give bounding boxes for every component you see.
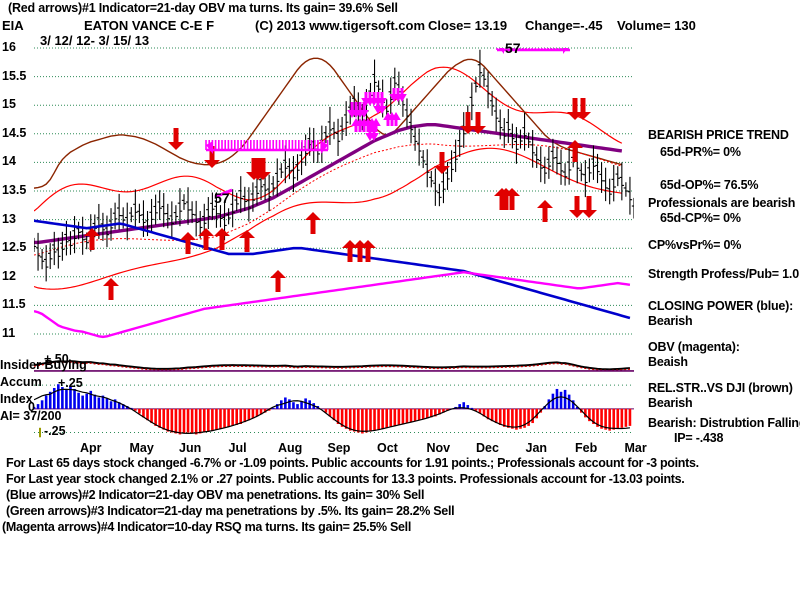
- month-label: Feb: [575, 441, 598, 455]
- chart-gridlines: [34, 47, 634, 438]
- insider-buying-label: Insider Buying: [0, 358, 87, 372]
- analysis-side-panel: BEARISH PRICE TREND 65d-PR%= 0% 65d-OP%=…: [630, 0, 800, 600]
- month-label: Aug: [278, 441, 303, 455]
- indicator-axis-tick: -.25: [44, 423, 66, 438]
- price-axis-tick: 12.5: [2, 240, 27, 255]
- indicator-axis-tick: +.50: [44, 352, 69, 367]
- accum-label: Accum: [0, 375, 42, 389]
- footer-line-lastyear: For Last year stock changed 2.1% or .27 …: [6, 472, 685, 486]
- footer-line-65days: For Last 65 days stock changed -6.7% or …: [6, 456, 699, 470]
- price-axis-tick: 12: [2, 268, 16, 283]
- month-label: Sep: [327, 441, 351, 455]
- month-label: Oct: [377, 441, 398, 455]
- ai-value-label: AI= 37/200: [0, 409, 62, 423]
- op-percent: 65d-OP%= 76.5%: [660, 178, 759, 192]
- ticker-symbol: EIA: [2, 18, 24, 33]
- close-value: Close= 13.19: [428, 18, 508, 33]
- copyright-notice: (C) 2013 www.tigersoft.com: [255, 18, 425, 33]
- obv-value: Beaish: [648, 355, 688, 369]
- cp-vs-pr: CP%vsPr%= 0%: [648, 238, 742, 252]
- company-name: EATON VANCE C-E F: [84, 18, 215, 33]
- relstr-value: Bearish: [648, 396, 693, 410]
- indicator-axis-tick: +.25: [58, 376, 83, 391]
- price-axis-tick: 14: [2, 154, 16, 169]
- accumulation-index-layer: [34, 360, 634, 435]
- month-label: Dec: [476, 441, 499, 455]
- change-value: Change=-.45: [525, 18, 603, 33]
- strength-profess-pub: Strength Profess/Pub= 1.0: [648, 267, 799, 281]
- relstr-title: REL.STR..VS DJI (brown): [648, 381, 793, 395]
- ip-value: IP= -.438: [674, 431, 724, 445]
- month-label: Mar: [624, 441, 647, 455]
- indicator-1-header: (Red arrows)#1 Indicator=21-day OBV ma t…: [8, 1, 398, 15]
- annotation-57-right: 57: [505, 40, 521, 56]
- annotation-57-left: 57: [214, 190, 230, 206]
- footer-indicator-4: (Magenta arrows)#4 Indicator=10-day RSQ …: [2, 520, 412, 534]
- bearish-price-trend-title: BEARISH PRICE TREND: [648, 128, 789, 142]
- signal-arrows-layer: [84, 48, 597, 300]
- obv-title: OBV (magenta):: [648, 340, 740, 354]
- price-axis-tick: 11.5: [2, 297, 26, 312]
- footer-indicator-2: (Blue arrows)#2 Indicator=21-day OBV ma …: [6, 488, 425, 502]
- month-label: Nov: [426, 441, 451, 455]
- month-label: Jun: [179, 441, 202, 455]
- volume-value: Volume= 130: [617, 18, 696, 33]
- price-series-layer: [34, 49, 634, 339]
- professionals-bearish-text: Professionals are bearish: [648, 196, 796, 210]
- bearish-distribution-text: Bearish: Distrubtion Falling: [648, 416, 800, 430]
- month-label: May: [129, 441, 154, 455]
- price-axis-tick: 16: [2, 40, 16, 54]
- month-label: Jul: [228, 441, 247, 455]
- month-label: Apr: [80, 441, 102, 455]
- indicator-axis-tick: 0: [28, 399, 35, 414]
- index-label: Index: [0, 392, 33, 406]
- price-axis-tick: 15: [2, 97, 16, 112]
- month-label: Jan: [525, 441, 548, 455]
- closing-power-value: Bearish: [648, 314, 693, 328]
- price-axis-tick: 15.5: [2, 68, 27, 83]
- cp-percent: 65d-CP%= 0%: [660, 211, 741, 225]
- footer-indicator-3: (Green arrows)#3 Indicator=21-day ma pen…: [6, 504, 455, 518]
- price-axis-tick: 14.5: [2, 125, 27, 140]
- date-range: 3/ 12/ 12- 3/ 15/ 13: [40, 33, 150, 48]
- pr-percent: 65d-PR%= 0%: [660, 145, 741, 159]
- closing-power-title: CLOSING POWER (blue):: [648, 299, 794, 313]
- price-axis-tick: 11: [2, 326, 16, 340]
- price-axis-tick: 13: [2, 211, 16, 226]
- price-axis-tick: 13.5: [2, 183, 27, 197]
